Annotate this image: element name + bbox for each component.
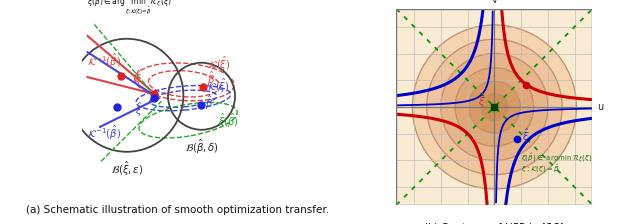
Text: $\hat{\xi}(\hat{\beta})$: $\hat{\xi}(\hat{\beta})$ bbox=[218, 112, 239, 130]
Circle shape bbox=[441, 54, 548, 160]
Text: $\mathcal{K}(\hat{\xi})$: $\mathcal{K}(\hat{\xi})$ bbox=[207, 77, 230, 95]
Circle shape bbox=[468, 81, 520, 133]
Text: $\mathcal{B}(\hat{\beta},\delta)$: $\mathcal{B}(\hat{\beta},\delta)$ bbox=[184, 137, 218, 156]
Text: $\hat{\xi}(\hat{\beta})\in \arg\min_{\xi:\mathcal{K}(\xi)=\hat{\beta}}\mathcal{R: $\hat{\xi}(\hat{\beta})\in \arg\min_{\xi… bbox=[86, 0, 172, 16]
Circle shape bbox=[455, 68, 534, 146]
Text: $\hat{\beta}$: $\hat{\beta}$ bbox=[207, 70, 216, 88]
Text: $\hat{\xi}$: $\hat{\xi}$ bbox=[136, 101, 143, 119]
Text: (b) Contours of HPP in $\mathbf{(10)}$: (b) Contours of HPP in $\mathbf{(10)}$ bbox=[423, 221, 566, 224]
Text: $\xi:\mathcal{K}(\xi)=\hat{\beta}$: $\xi:\mathcal{K}(\xi)=\hat{\beta}$ bbox=[521, 162, 560, 174]
Text: u: u bbox=[597, 102, 603, 112]
Text: $\hat{\beta}$: $\hat{\beta}$ bbox=[205, 94, 213, 112]
Circle shape bbox=[412, 25, 577, 189]
Text: $\mathcal{K}(\hat{\xi})$: $\mathcal{K}(\hat{\xi})$ bbox=[208, 55, 231, 73]
Text: $\hat{\xi}$: $\hat{\xi}$ bbox=[522, 126, 529, 144]
Text: $\xi(\hat{\beta})\in$ argmin $\mathcal{R}_{\hat{\xi}}(\xi)$: $\xi(\hat{\beta})\in$ argmin $\mathcal{R… bbox=[521, 151, 593, 165]
Circle shape bbox=[427, 39, 562, 175]
Text: $\mathcal{K}^{-1}(\hat{\beta})$: $\mathcal{K}^{-1}(\hat{\beta})$ bbox=[86, 123, 121, 142]
Text: $\mathcal{B}(\hat{\xi},\varepsilon)$: $\mathcal{B}(\hat{\xi},\varepsilon)$ bbox=[111, 159, 143, 178]
Text: (a) Schematic illustration of smooth optimization transfer.: (a) Schematic illustration of smooth opt… bbox=[26, 205, 329, 215]
Text: v: v bbox=[492, 0, 497, 4]
Text: $\hat{\xi}$: $\hat{\xi}$ bbox=[134, 69, 142, 87]
Text: $\mathcal{K}^{-1}(\hat{\beta})$: $\mathcal{K}^{-1}(\hat{\beta})$ bbox=[86, 52, 121, 70]
Text: $\hat{\xi}$: $\hat{\xi}$ bbox=[478, 92, 486, 110]
Circle shape bbox=[481, 94, 508, 120]
